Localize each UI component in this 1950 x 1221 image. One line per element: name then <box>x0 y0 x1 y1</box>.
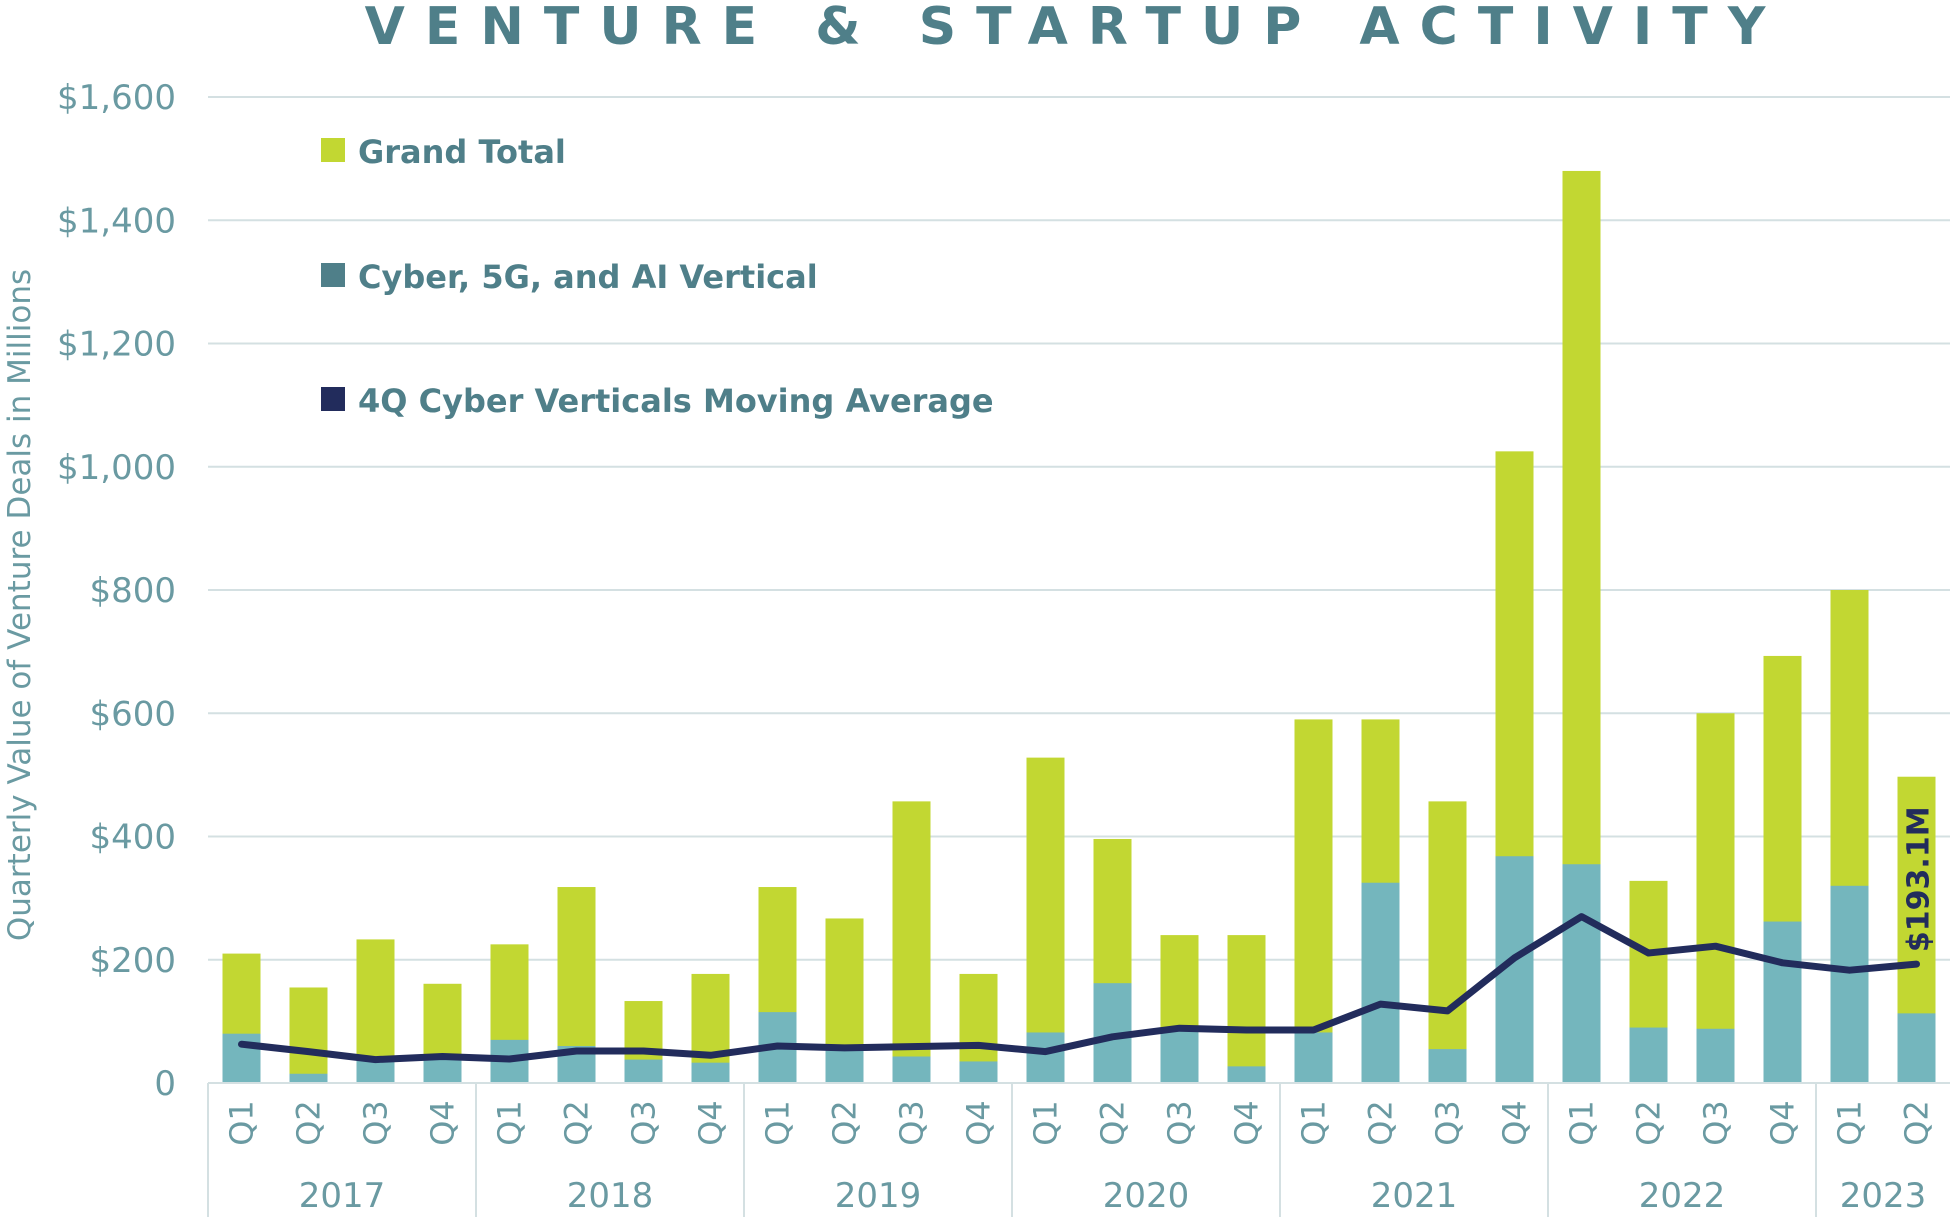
quarter-tick-label: Q4 <box>960 1100 998 1146</box>
quarter-tick-label: Q4 <box>692 1100 730 1146</box>
year-label: 2020 <box>1103 1176 1190 1216</box>
quarter-tick-label: Q1 <box>223 1100 261 1146</box>
y-tick-label: $1,200 <box>57 325 176 365</box>
cyber-vertical-bars <box>222 856 1936 1083</box>
quarter-tick-label: Q2 <box>1630 1100 1668 1146</box>
grand-total-bar <box>289 987 328 1083</box>
cyber-vertical-bar <box>1026 1032 1065 1083</box>
cyber-vertical-bar <box>624 1059 663 1083</box>
year-label: 2018 <box>567 1176 654 1216</box>
quarter-tick-label: Q3 <box>625 1100 663 1146</box>
legend: Grand Total Cyber, 5G, and AI Vertical 4Q … <box>321 133 994 420</box>
grand-total-bar <box>892 801 931 1083</box>
quarter-tick-label: Q4 <box>424 1100 462 1146</box>
quarter-tick-label: Q4 <box>1764 1100 1802 1146</box>
year-label: 2023 <box>1840 1176 1927 1216</box>
cyber-vertical-bar <box>1897 1013 1936 1083</box>
grand-total-bar <box>1428 801 1467 1083</box>
y-tick-label: $1,600 <box>57 78 176 118</box>
cyber-vertical-bar <box>825 1049 864 1083</box>
y-tick-label: $600 <box>89 694 176 734</box>
grand-total-bars <box>222 170 1936 1083</box>
year-label: 2021 <box>1371 1176 1458 1216</box>
y-axis-ticks: 0 $200 $400 $600 $800 $1,000 $1,200 $1,400 $1,60… <box>57 78 176 1104</box>
cyber-vertical-bar <box>959 1061 998 1083</box>
quarter-tick-label: Q2 <box>558 1100 596 1146</box>
quarter-tick-label: Q2 <box>1362 1100 1400 1146</box>
cyber-vertical-bar <box>289 1073 328 1083</box>
y-tick-label: $200 <box>89 941 176 981</box>
cyber-vertical-bar <box>1294 1032 1333 1083</box>
cyber-vertical-bar <box>1763 921 1802 1083</box>
quarter-tick-label: Q1 <box>491 1100 529 1146</box>
cyber-vertical-bar <box>1562 864 1601 1083</box>
x-axis: Q1 Q2 Q3 Q4 Q1 Q2 Q3 Q4 Q1 Q2 Q3 Q4 Q1 Q2 Q3 Q4 Q1 Q2 Q3 Q4… <box>207 1082 1950 1217</box>
grand-total-bar <box>1026 757 1065 1083</box>
cyber-vertical-bar <box>1428 1049 1467 1083</box>
legend-swatch <box>321 387 345 411</box>
annotation: $193.1M <box>1902 806 1937 952</box>
y-axis-label: Quarterly Value of Venture Deals in Mill… <box>2 269 38 941</box>
quarter-tick-label: Q2 <box>290 1100 328 1146</box>
year-label: 2022 <box>1639 1176 1726 1216</box>
annotation-label: $193.1M <box>1902 806 1937 952</box>
grand-total-bar <box>1696 713 1735 1083</box>
chart-title: VENTURE & STARTUP ACTIVITY <box>365 0 1786 57</box>
quarter-tick-label: Q1 <box>1563 1100 1601 1146</box>
year-label: 2019 <box>835 1176 922 1216</box>
cyber-vertical-bar <box>1629 1027 1668 1083</box>
y-tick-label: 0 <box>154 1064 176 1104</box>
cyber-vertical-bar <box>892 1056 931 1083</box>
gridlines <box>208 96 1950 961</box>
quarter-tick-label: Q1 <box>1027 1100 1065 1146</box>
cyber-vertical-bar <box>423 1058 462 1083</box>
moving-average-line <box>238 913 1920 1064</box>
quarter-tick-label: Q2 <box>826 1100 864 1146</box>
quarter-tick-label: Q4 <box>1496 1100 1534 1146</box>
legend-swatch <box>321 263 345 287</box>
quarter-tick-label: Q3 <box>1429 1100 1467 1146</box>
quarter-tick-label: Q3 <box>1697 1100 1735 1146</box>
quarter-tick-label: Q1 <box>1295 1100 1333 1146</box>
quarter-tick-label: Q2 <box>1898 1100 1936 1146</box>
quarter-tick-label: Q3 <box>893 1100 931 1146</box>
cyber-vertical-bar <box>1227 1066 1266 1083</box>
y-tick-label: $1,400 <box>57 201 176 241</box>
legend-swatch <box>321 138 345 162</box>
cyber-vertical-bar <box>691 1062 730 1083</box>
quarter-tick-label: Q3 <box>1161 1100 1199 1146</box>
y-tick-label: $400 <box>89 818 176 858</box>
y-tick-label: $800 <box>89 571 176 611</box>
quarter-tick-label: Q4 <box>1228 1100 1266 1146</box>
quarter-tick-label: Q2 <box>1094 1100 1132 1146</box>
quarter-tick-label: Q1 <box>759 1100 797 1146</box>
cyber-vertical-bar <box>1160 1029 1199 1083</box>
legend-label: Grand Total <box>358 133 566 171</box>
legend-label: Cyber, 5G, and AI Vertical <box>358 258 818 296</box>
quarter-tick-label: Q3 <box>357 1100 395 1146</box>
moving-average-line-path <box>238 913 1920 1064</box>
y-tick-label: $1,000 <box>57 448 176 488</box>
year-label: 2017 <box>299 1176 386 1216</box>
cyber-vertical-bar <box>1830 885 1869 1083</box>
legend-label: 4Q Cyber Verticals Moving Average <box>358 382 994 420</box>
cyber-vertical-bar <box>1696 1028 1735 1083</box>
grand-total-bar <box>1227 935 1266 1083</box>
quarter-tick-label: Q1 <box>1831 1100 1869 1146</box>
cyber-vertical-bar <box>1361 882 1400 1083</box>
